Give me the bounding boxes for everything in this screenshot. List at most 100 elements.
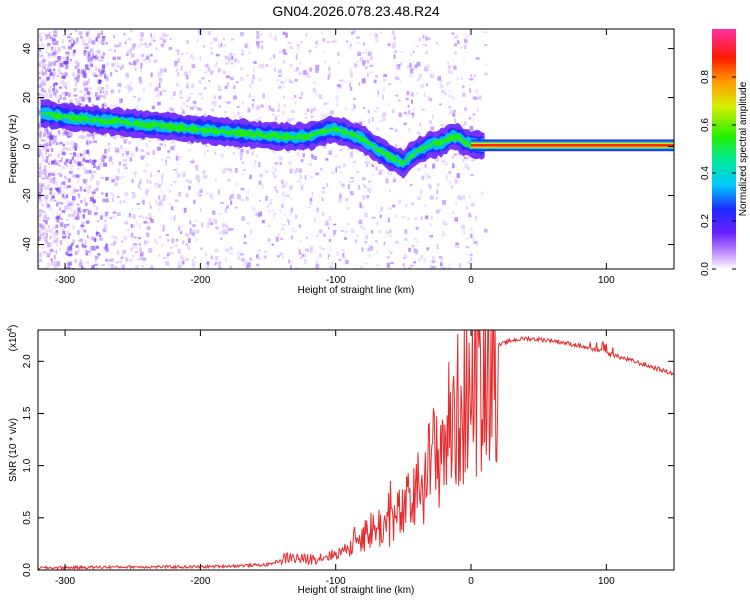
spectrogram-noise-cell <box>201 97 204 100</box>
spectrogram-noise-cell <box>148 216 153 220</box>
spectrogram-noise-cell <box>243 260 248 265</box>
spectrogram-noise-cell <box>386 256 391 259</box>
spectrogram-noise-cell <box>46 230 50 233</box>
spectrogram-noise-cell <box>472 117 475 122</box>
spectrogram-noise-cell <box>108 157 113 162</box>
spectrogram-noise-cell <box>38 72 42 76</box>
spectrogram-noise-cell <box>107 142 111 146</box>
spectrogram-noise-cell <box>74 82 78 86</box>
spectrogram-noise-cell <box>368 119 371 124</box>
spectrogram-noise-cell <box>339 79 344 82</box>
spectrogram-noise-cell <box>77 155 82 159</box>
spectrogram-noise-cell <box>338 258 342 261</box>
spectrogram-noise-cell <box>190 229 193 235</box>
spectrogram-noise-cell <box>261 219 265 224</box>
spectrogram-noise-cell <box>100 95 105 98</box>
spectrogram-noise-cell <box>148 82 152 87</box>
spectrogram-noise-cell <box>59 207 62 211</box>
spectrogram-noise-cell <box>228 56 231 62</box>
spectrogram-noise-cell <box>40 138 45 142</box>
spectrogram-noise-cell <box>124 192 129 196</box>
spectrogram-noise-cell <box>447 267 452 269</box>
spectrogram-noise-cell <box>268 105 272 111</box>
spectrogram-noise-cell <box>59 248 61 251</box>
spectrogram-noise-cell <box>114 62 119 66</box>
spectrogram-noise-cell <box>89 92 93 96</box>
spectrogram-noise-cell <box>72 175 75 177</box>
spectrogram-noise-cell <box>74 146 77 151</box>
spectrogram-noise-cell <box>369 64 374 67</box>
spectrogram-noise-cell <box>464 44 467 49</box>
spectrogram-noise-cell <box>186 40 189 44</box>
spectrogram-noise-cell <box>73 152 77 157</box>
spectrogram-noise-cell <box>267 238 271 242</box>
spectrogram-noise-cell <box>113 49 117 53</box>
spectrogram-noise-cell <box>165 261 170 266</box>
spectrogram-noise-cell <box>283 52 288 55</box>
spectrogram-noise-cell <box>82 154 85 159</box>
spectrogram-noise-cell <box>38 154 41 158</box>
spectrogram-noise-cell <box>92 55 97 59</box>
spectrogram-noise-cell <box>465 206 469 210</box>
spectrogram-noise-cell <box>109 216 113 220</box>
spectrogram-y-label: Frequency (Hz) <box>8 115 19 184</box>
spectrogram-noise-cell <box>46 203 51 208</box>
spectrogram-noise-cell <box>107 177 110 181</box>
spectrogram-noise-cell <box>375 75 378 78</box>
spectrogram-noise-cell <box>241 258 245 262</box>
spectrogram-noise-cell <box>150 72 153 78</box>
spectrogram-noise-cell <box>131 53 135 58</box>
spectrogram-noise-cell <box>119 267 123 269</box>
spectrogram-noise-cell <box>127 49 131 55</box>
spectrogram-noise-cell <box>124 39 127 44</box>
spectrogram-noise-cell <box>82 70 87 75</box>
spectrogram-noise-cell <box>305 253 307 258</box>
spectrogram-noise-cell <box>177 265 180 269</box>
spectrogram-noise-cell <box>92 202 96 207</box>
spectrogram-noise-cell <box>41 44 46 50</box>
spectrogram-noise-cell <box>403 257 406 260</box>
spectrogram-noise-cell <box>86 253 89 256</box>
spectrogram-noise-cell <box>452 163 455 169</box>
spectrogram-noise-cell <box>122 200 126 203</box>
spectrogram-noise-cell <box>99 215 104 220</box>
spectrogram-noise-cell <box>182 172 186 178</box>
spectrogram-noise-cell <box>315 264 320 269</box>
spectrogram-noise-cell <box>102 228 107 233</box>
spectrogram-noise-cell <box>413 248 417 253</box>
spectrogram-noise-cell <box>463 157 467 160</box>
spectrogram-noise-cell <box>142 169 147 173</box>
spectrogram-noise-cell <box>40 184 44 187</box>
spectrogram-noise-cell <box>128 213 131 217</box>
spectrogram-noise-cell <box>89 169 92 173</box>
spectrogram-noise-cell <box>276 79 280 82</box>
spectrogram-noise-cell <box>44 64 46 68</box>
spectrogram-noise-cell <box>295 214 298 219</box>
spectrogram-noise-cell <box>395 240 399 244</box>
spectrogram-noise-cell <box>131 254 135 258</box>
spectrogram-noise-cell <box>248 93 251 98</box>
spectrogram-noise-cell <box>411 99 413 104</box>
spectrogram-noise-cell <box>53 239 57 244</box>
spectrogram-noise-cell <box>166 156 171 159</box>
spectrogram-noise-cell <box>160 177 163 180</box>
spectrogram-noise-cell <box>441 233 445 237</box>
spectrogram-noise-cell <box>202 170 206 174</box>
spectrogram-noise-cell <box>91 236 95 241</box>
spectrogram-noise-cell <box>435 209 440 214</box>
spectrogram-noise-cell <box>451 211 455 215</box>
spectrogram-noise-cell <box>70 164 74 168</box>
spectrogram-noise-cell <box>168 46 173 50</box>
spectrogram-noise-cell <box>424 66 428 69</box>
spectrogram-noise-cell <box>173 169 176 171</box>
spectrogram-noise-cell <box>475 88 479 94</box>
spectrogram-noise-cell <box>451 156 454 159</box>
spectrogram-noise-cell <box>342 253 345 257</box>
spectrogram-noise-cell <box>241 216 246 222</box>
spectrogram-noise-cell <box>39 234 42 240</box>
spectrogram-noise-cell <box>378 210 382 213</box>
spectrogram-noise-cell <box>271 209 274 212</box>
spectrogram-noise-cell <box>105 42 108 45</box>
spectrogram-noise-cell <box>77 248 80 253</box>
spectrogram-noise-cell <box>194 219 197 223</box>
